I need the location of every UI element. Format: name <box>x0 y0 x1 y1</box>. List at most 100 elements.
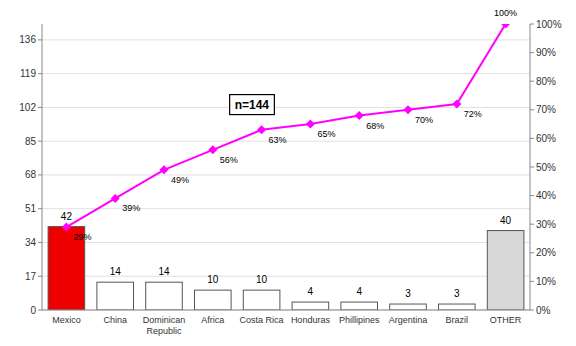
tick-mark <box>38 39 42 40</box>
data-label: 70% <box>415 115 433 125</box>
tick-mark <box>530 81 534 82</box>
tick-mark <box>530 281 534 282</box>
y2-tick-label: 40% <box>536 190 556 201</box>
bar <box>97 282 134 310</box>
bar <box>390 304 427 310</box>
bar <box>146 282 183 310</box>
x-tick-label: Honduras <box>291 315 331 325</box>
line-marker <box>355 111 364 120</box>
bar <box>292 302 329 310</box>
data-label: 68% <box>366 121 384 131</box>
marks <box>48 24 524 310</box>
data-label: 14 <box>110 266 122 277</box>
x-tick-label: Africa <box>201 315 224 325</box>
tick-mark <box>38 107 42 108</box>
data-label: 42 <box>61 211 73 222</box>
data-label: 4 <box>308 286 314 297</box>
y2-tick-label: 0% <box>536 305 551 316</box>
annotation-text: n=144 <box>235 98 270 112</box>
x-tick-label: OTHER <box>490 315 522 325</box>
y-tick-label: 136 <box>19 34 36 45</box>
data-label: 10 <box>256 274 268 285</box>
data-label: 100% <box>494 8 517 18</box>
annotation: n=144 <box>230 95 275 115</box>
data-label: 3 <box>405 288 411 299</box>
data-label: 39% <box>122 203 140 213</box>
y2-tick-label: 60% <box>536 133 556 144</box>
y-tick-label: 51 <box>25 203 37 214</box>
tick-mark <box>38 310 42 311</box>
x-tick-label: China <box>103 315 127 325</box>
grid-line <box>42 208 530 209</box>
tick-mark <box>38 276 42 277</box>
tick-mark <box>530 24 534 25</box>
y2-tick-label: 80% <box>536 76 556 87</box>
data-label: 14 <box>158 266 170 277</box>
tick-mark <box>530 167 534 168</box>
line-marker <box>257 125 266 134</box>
annotation-box <box>230 95 275 115</box>
bar <box>439 304 476 310</box>
tick-mark <box>530 52 534 53</box>
y-axis-line <box>42 24 43 310</box>
x-axis-line <box>42 310 530 311</box>
x-tick-label: Mexico <box>52 315 81 325</box>
tick-mark <box>38 174 42 175</box>
data-label: 65% <box>317 129 335 139</box>
tick-mark <box>530 138 534 139</box>
data-label: 63% <box>269 135 287 145</box>
y2-tick-label: 10% <box>536 276 556 287</box>
y-tick-label: 102 <box>19 102 36 113</box>
data-label: 49% <box>171 175 189 185</box>
tick-mark <box>530 252 534 253</box>
line-marker <box>62 223 71 232</box>
line-marker <box>208 145 217 154</box>
line-marker <box>501 24 510 29</box>
x-tick-label: Brazil <box>446 315 469 325</box>
y2-tick-label: 20% <box>536 247 556 258</box>
y-tick-label: 85 <box>25 136 37 147</box>
tick-mark <box>530 195 534 196</box>
y2-tick-label: 50% <box>536 162 556 173</box>
bar <box>487 231 524 310</box>
grid-line <box>42 174 530 175</box>
y2-tick-label: 100% <box>536 19 562 30</box>
y2-tick-label: 90% <box>536 47 556 58</box>
x-tick-label: Phillipines <box>339 315 380 325</box>
line <box>66 24 505 227</box>
data-label: 72% <box>464 109 482 119</box>
tick-mark <box>530 224 534 225</box>
line-marker <box>452 100 461 109</box>
y2-tick-label: 30% <box>536 219 556 230</box>
grid-line <box>42 310 530 311</box>
line-marker <box>111 194 120 203</box>
tick-mark <box>38 141 42 142</box>
y2-axis-line <box>530 24 531 310</box>
y2-tick-label: 70% <box>536 104 556 115</box>
tick-mark <box>38 73 42 74</box>
data-labels: 421414101044334029%39%49%56%63%65%68%70%… <box>61 8 517 299</box>
grid <box>42 40 530 310</box>
line-marker <box>306 120 315 129</box>
y-tick-label: 68 <box>25 169 37 180</box>
tick-mark <box>530 310 534 311</box>
y-tick-label: 17 <box>25 271 37 282</box>
line-marker <box>404 105 413 114</box>
grid-line <box>42 73 530 74</box>
data-label: 56% <box>220 155 238 165</box>
data-label: 4 <box>356 286 362 297</box>
x-tick-label: Argentina <box>389 315 428 325</box>
line-marker <box>160 165 169 174</box>
bar <box>195 290 232 310</box>
x-tick-label: Costa Rica <box>240 315 284 325</box>
data-label: 29% <box>73 232 91 242</box>
data-label: 10 <box>207 274 219 285</box>
bar <box>341 302 378 310</box>
bar <box>243 290 280 310</box>
grid-line <box>42 39 530 40</box>
tick-mark <box>38 242 42 243</box>
x-tick-label: DominicanRepublic <box>143 315 186 336</box>
y-tick-label: 34 <box>25 237 37 248</box>
tick-mark <box>530 109 534 110</box>
chart: 017345168851021191360%10%20%30%40%50%60%… <box>0 0 576 346</box>
